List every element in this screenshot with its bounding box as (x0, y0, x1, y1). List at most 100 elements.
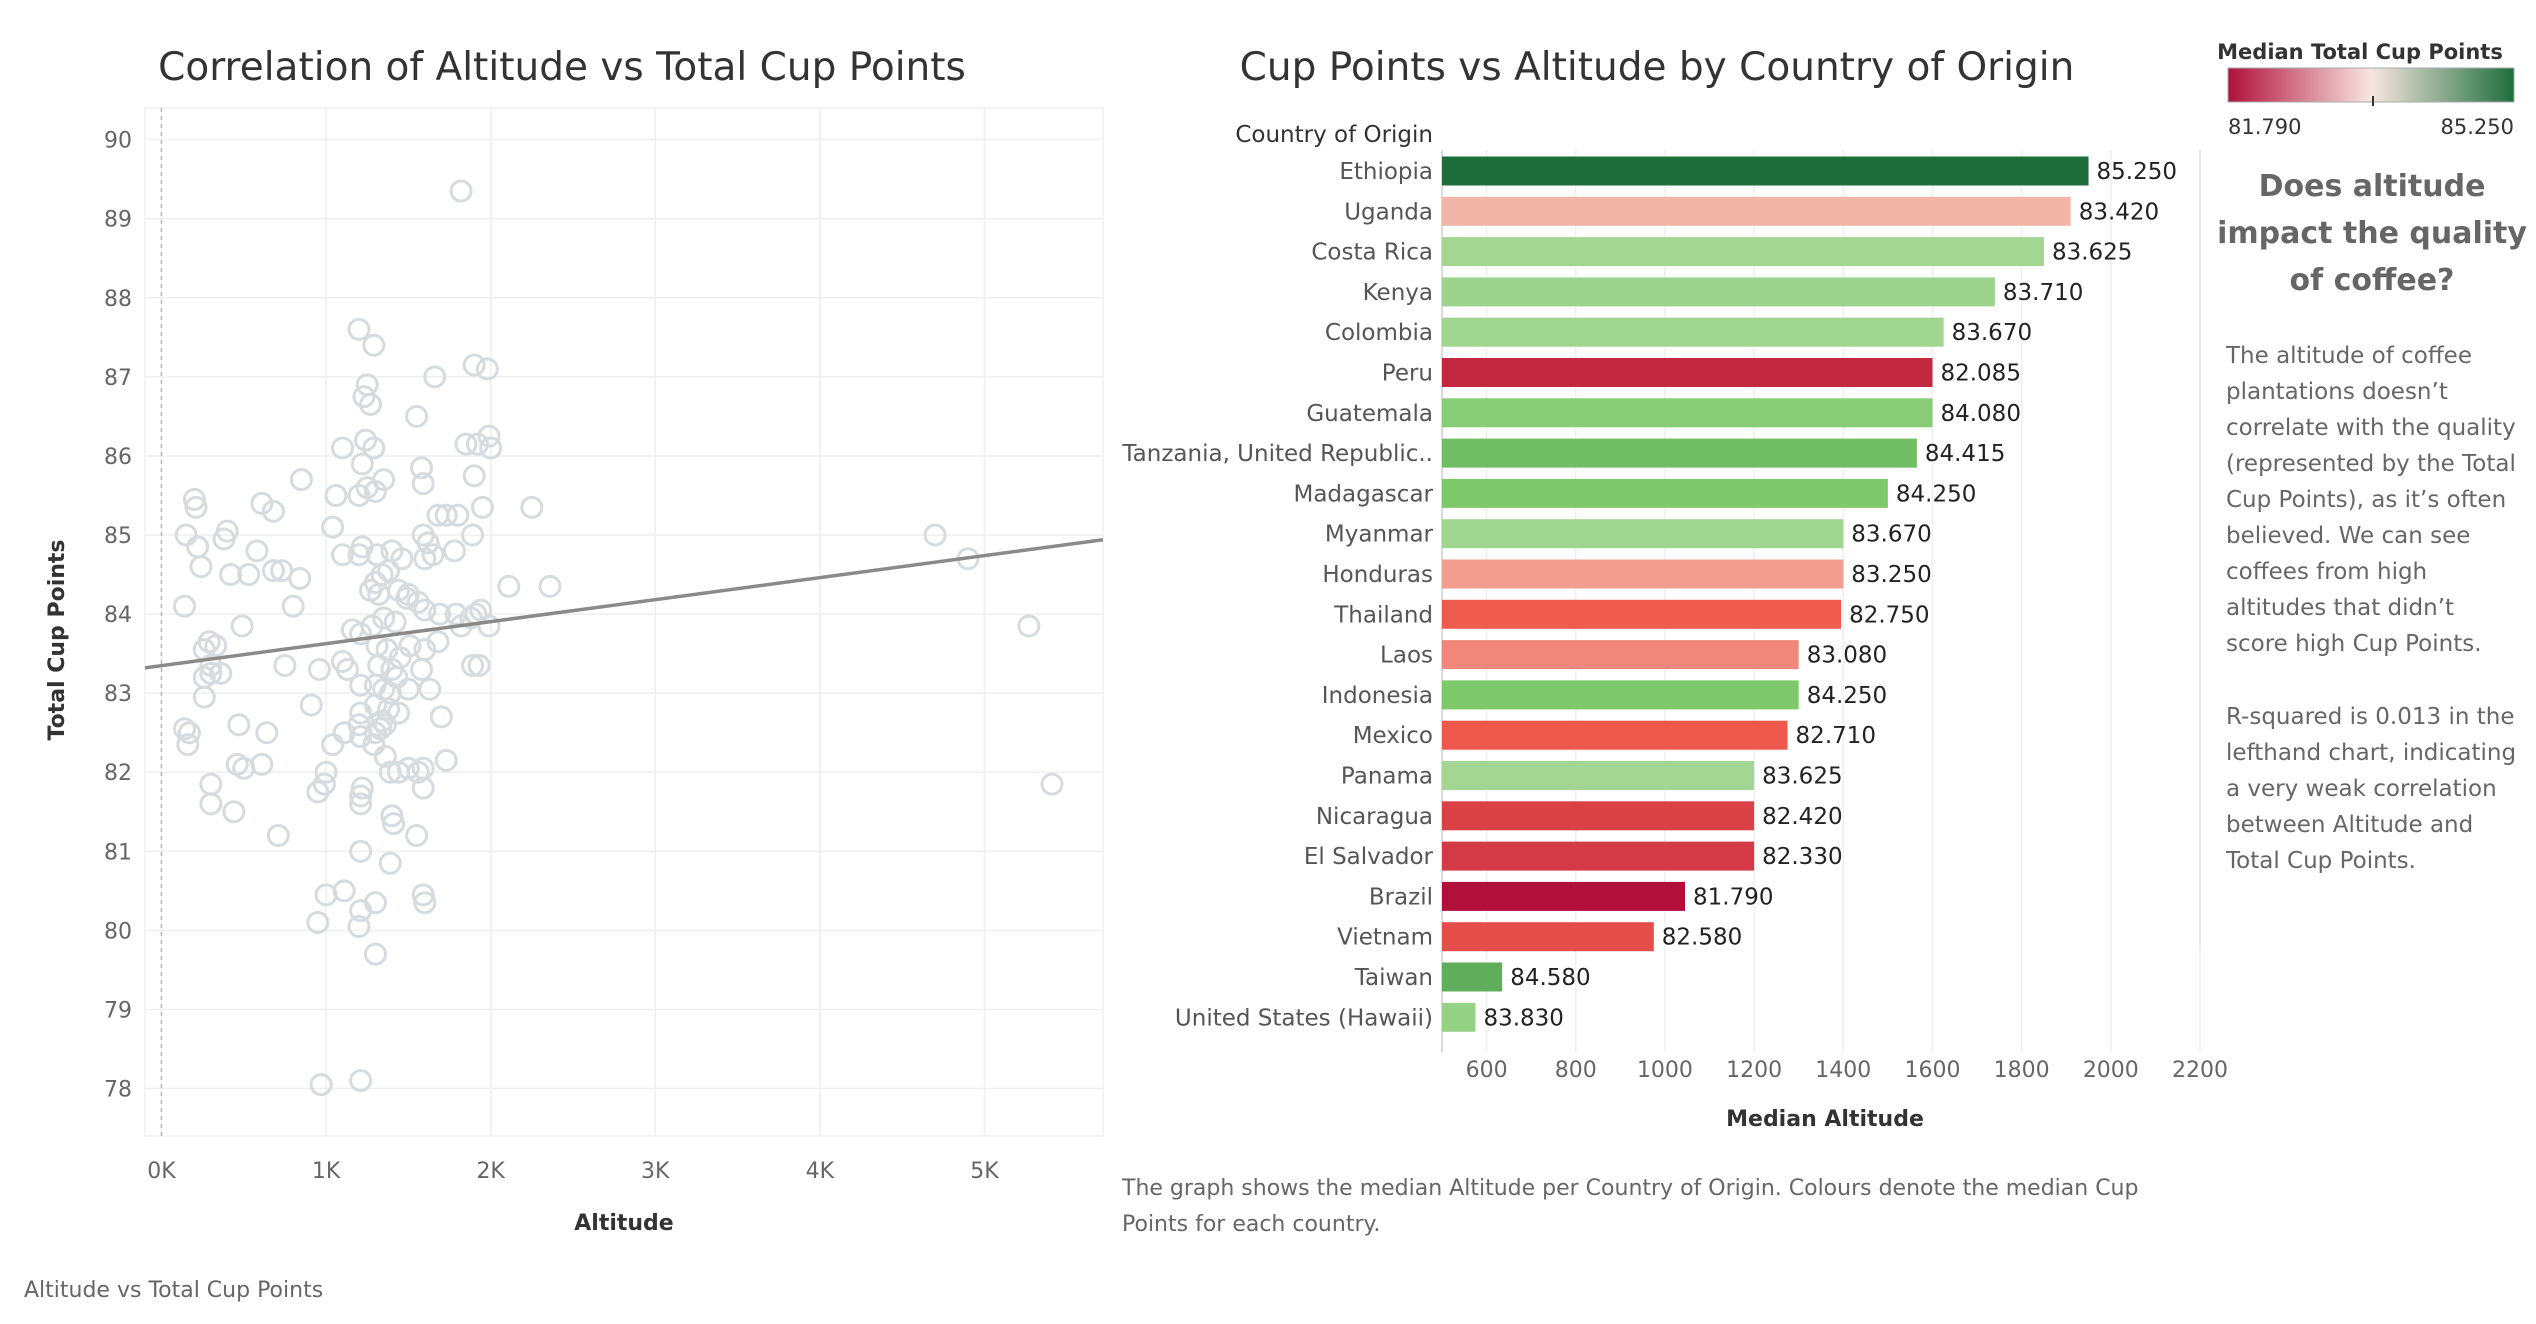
scatter-y-axis-label: Total Cup Points (45, 539, 70, 740)
scatter-point (199, 772, 223, 796)
bar-data-label: 82.580 (1662, 925, 1742, 951)
scatter-point (176, 733, 200, 757)
side-paragraph-1-line: score high Cup Points. (2226, 631, 2482, 657)
scatter-point (382, 812, 406, 836)
scatter-y-tick-label: 86 (104, 445, 132, 470)
bar-category-label: Peru (1382, 361, 1433, 387)
bar-row: Guatemala 84.080 (1306, 398, 2021, 428)
scatter-y-ticks: 78 79 80 81 82 83 84 85 86 87 88 89 90 (104, 129, 132, 1103)
scatter-point (377, 697, 401, 721)
scatter-point (372, 606, 396, 630)
scatter-point (307, 657, 331, 681)
scatter-point (349, 1069, 373, 1093)
bar-chart-title: Cup Points vs Altitude by Country of Ori… (1240, 45, 2075, 90)
scatter-point (466, 432, 490, 456)
scatter-title: Correlation of Altitude vs Total Cup Poi… (158, 45, 966, 90)
bar (1442, 277, 1995, 307)
side-paragraph-2: R-squared is 0.013 in the lefthand chart,… (2225, 704, 2516, 874)
bar-data-label: 83.250 (1851, 562, 1931, 588)
footer-caption: Altitude vs Total Cup Points (24, 1278, 323, 1303)
side-paragraph-1-line: (represented by the Total (2226, 451, 2516, 477)
bar (1442, 519, 1844, 549)
bar-data-label: 82.750 (1849, 602, 1929, 628)
bar-category-label: El Salvador (1304, 844, 1434, 870)
side-panel: Does altitude impact the quality of coff… (2217, 169, 2527, 874)
bar-data-label: 83.830 (1483, 1005, 1563, 1031)
bar-category-label: Mexico (1353, 723, 1433, 749)
scatter-point (182, 487, 206, 511)
scatter-point (373, 713, 397, 737)
bar (1442, 478, 1888, 508)
scatter-y-tick-label: 87 (104, 366, 132, 391)
bar-row: Tanzania, United Republic.. 84.415 (1121, 438, 2005, 468)
bar-x-tick-label: 1600 (1904, 1058, 1960, 1083)
side-paragraph-2-line: R-squared is 0.013 in the (2226, 704, 2514, 730)
bar-category-label: Colombia (1325, 320, 1433, 346)
scatter-point (314, 760, 338, 784)
scatter-y-tick-label: 90 (104, 129, 132, 154)
scatter-point (396, 677, 420, 701)
bar-row: Nicaragua 82.420 (1316, 801, 1843, 831)
scatter-point (378, 760, 402, 784)
chart-note-line-1: The graph shows the median Altitude per … (1121, 1176, 2138, 1201)
bar-row: Vietnam 82.580 (1337, 922, 1742, 952)
bar-data-label: 83.420 (2079, 199, 2159, 225)
scatter-point (349, 792, 373, 816)
bar (1442, 156, 2089, 186)
scatter-point (359, 393, 383, 417)
bar (1442, 358, 1933, 387)
bar-row: Panama 83.625 (1341, 761, 1843, 790)
scatter-point (199, 661, 223, 685)
bar-data-label: 83.670 (1851, 522, 1931, 548)
scatter-point (350, 776, 374, 800)
scatter-point (380, 804, 404, 828)
scatter-point (281, 594, 305, 618)
scatter-point (219, 563, 243, 587)
bar (1442, 599, 1842, 629)
bar (1442, 720, 1788, 750)
scatter-point (386, 578, 410, 602)
bar-data-label: 83.080 (1807, 643, 1887, 669)
category-header: Country of Origin (1235, 122, 1433, 148)
side-paragraph-1-line: believed. We can see (2226, 523, 2470, 549)
scatter-point (426, 630, 450, 654)
scatter-point (309, 1073, 333, 1097)
scatter-point (423, 365, 447, 389)
scatter-point (332, 879, 356, 903)
side-paragraph-2-line: a very weak correlation (2226, 776, 2497, 802)
legend-title: Median Total Cup Points (2217, 40, 2503, 64)
bar (1442, 841, 1755, 871)
scatter-point (288, 567, 312, 591)
bar-row: Honduras 83.250 (1322, 559, 1932, 589)
scatter-point (462, 353, 486, 377)
legend-max-label: 85.250 (2441, 115, 2514, 139)
scatter-plot-frame (144, 107, 1104, 1137)
bar (1442, 801, 1755, 831)
scatter-point (321, 733, 345, 757)
scatter-x-tick-label: 4K (806, 1159, 835, 1184)
scatter-point (245, 539, 269, 563)
bar-row: Mexico 82.710 (1353, 720, 1876, 750)
bar-row: Taiwan 84.580 (1354, 962, 1591, 992)
bar-x-tick-label: 1800 (1994, 1058, 2050, 1083)
scatter-point (442, 539, 466, 563)
bar-row: Ethiopia 85.250 (1339, 156, 2177, 186)
scatter-point (477, 614, 501, 638)
scatter-point (406, 760, 430, 784)
legend-min-label: 81.790 (2228, 115, 2301, 139)
scatter-point (467, 653, 491, 677)
scatter-point (418, 677, 442, 701)
scatter-point (237, 563, 261, 587)
scatter-point (461, 653, 485, 677)
scatter-point (349, 899, 373, 923)
scatter-point (454, 432, 478, 456)
scatter-x-tick-label: 1K (312, 1159, 341, 1184)
scatter-x-ticks: 0K 1K 2K 3K 4K 5K (147, 1159, 999, 1184)
scatter-point (479, 436, 503, 460)
scatter-y-tick-label: 78 (104, 1078, 132, 1103)
bar-category-label: Laos (1380, 643, 1433, 669)
bar-category-label: Costa Rica (1311, 240, 1433, 266)
scatter-point (497, 574, 521, 598)
scatter-point (174, 523, 198, 547)
